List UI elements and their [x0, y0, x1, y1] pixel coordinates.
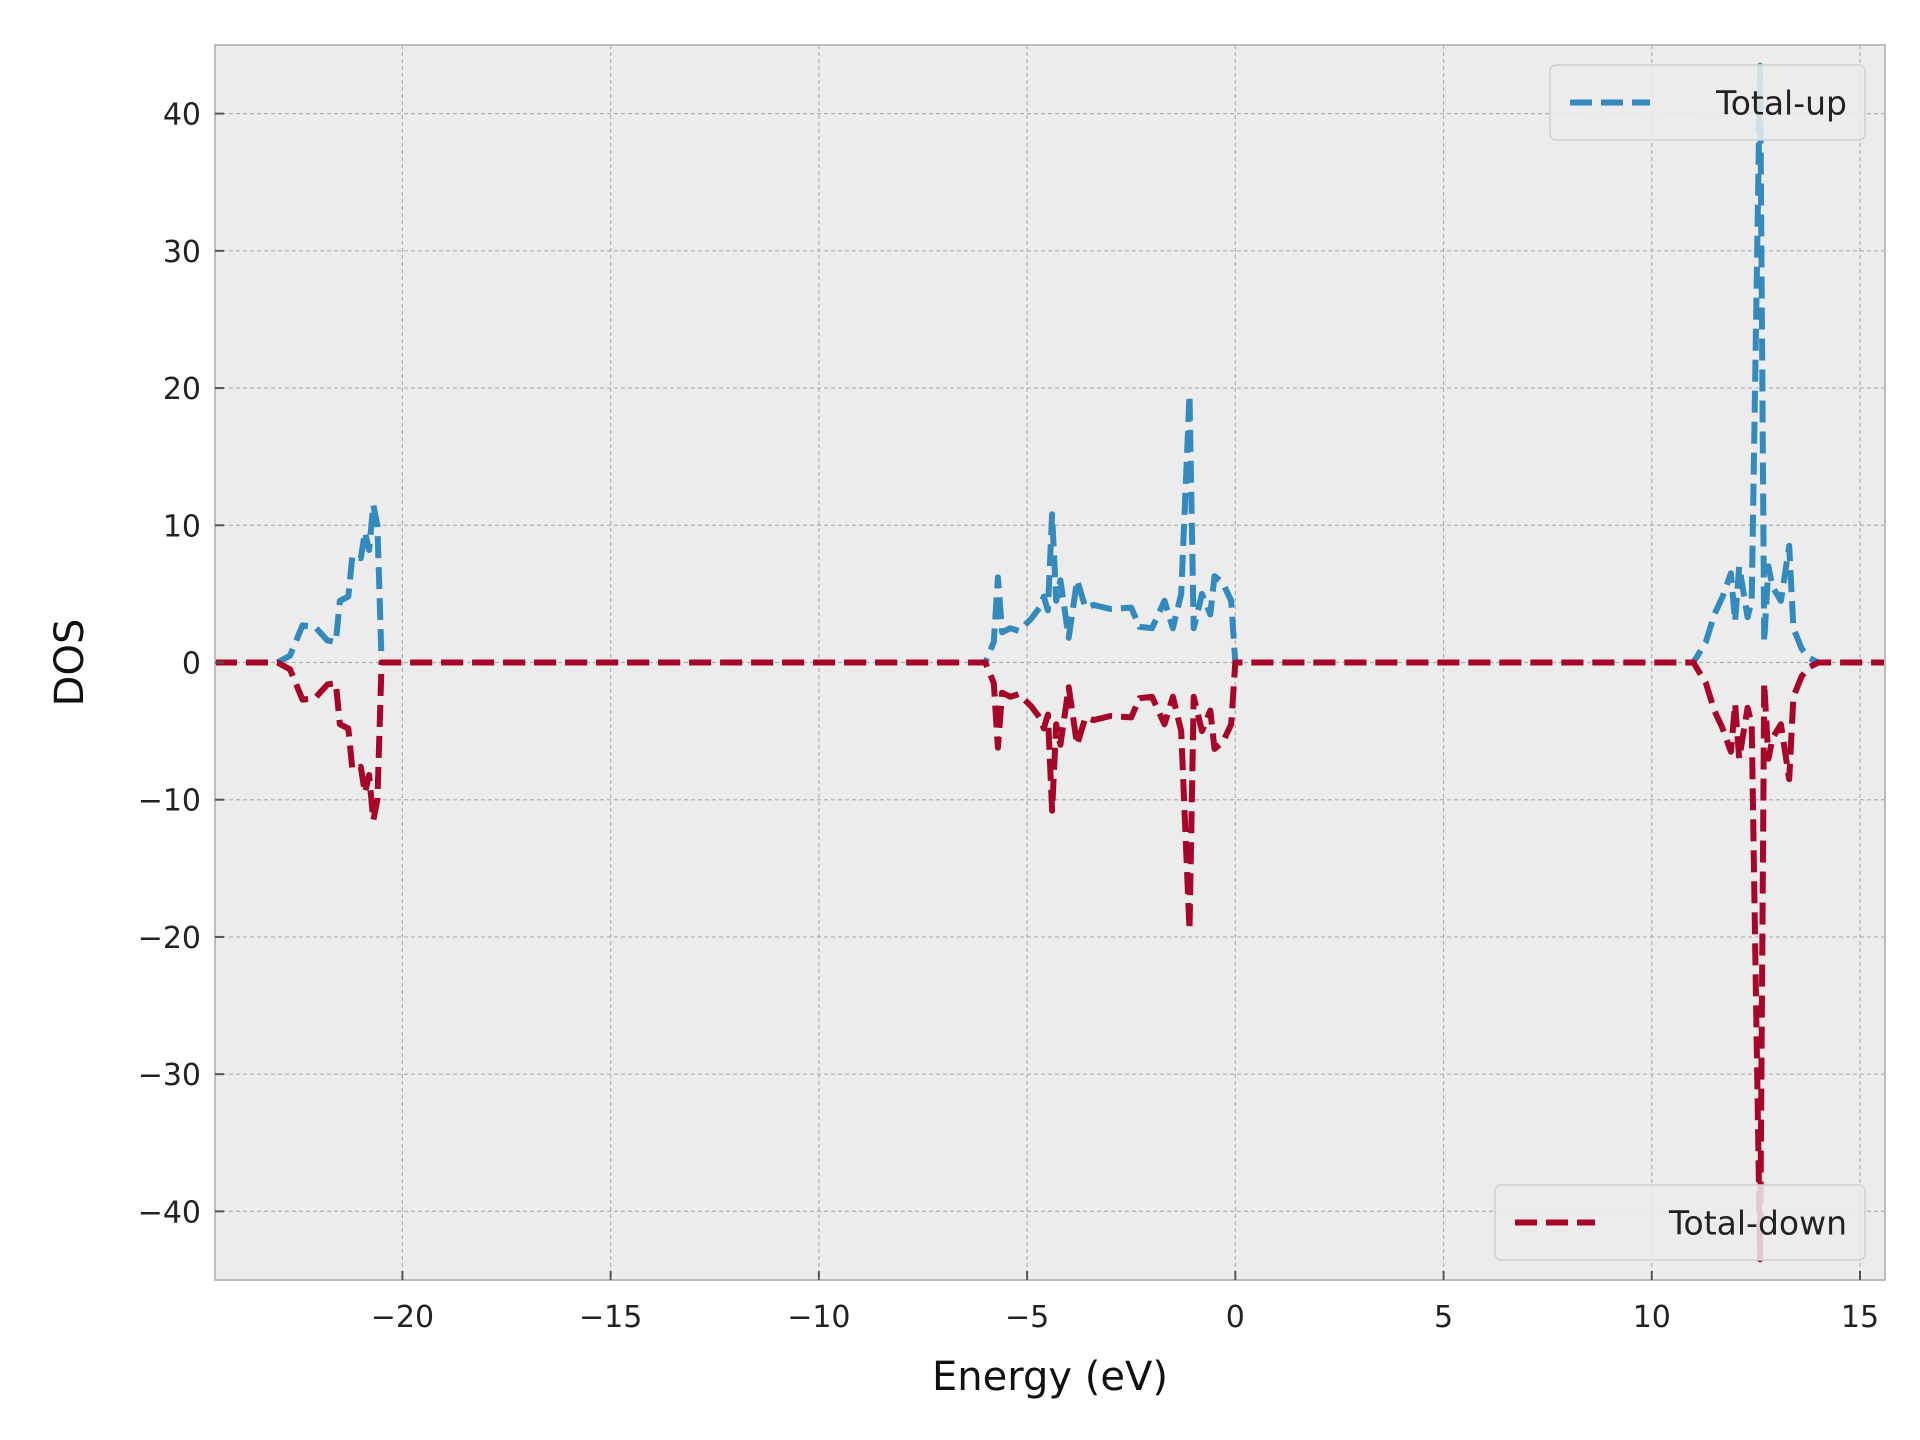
y-tick-label: −40: [138, 1195, 201, 1230]
legend-box-up: [1549, 64, 1866, 141]
legend-box-down: [1494, 1184, 1866, 1261]
x-tick-label: −10: [787, 1300, 850, 1335]
y-tick-label: 10: [163, 509, 201, 544]
x-tick-label: −15: [579, 1300, 642, 1335]
x-tick-label: 15: [1841, 1300, 1879, 1335]
y-tick-label: 30: [163, 235, 201, 270]
y-tick-label: 20: [163, 372, 201, 407]
x-tick-label: 10: [1633, 1300, 1671, 1335]
y-tick-label: 0: [182, 647, 201, 682]
y-tick-label: −30: [138, 1058, 201, 1093]
y-tick-label: −10: [138, 784, 201, 819]
x-axis-label: Energy (eV): [932, 1354, 1168, 1400]
x-tick-label: −20: [371, 1300, 434, 1335]
y-tick-label: −20: [138, 921, 201, 956]
series-layer: [215, 62, 1885, 1263]
series-line-up: [215, 62, 1885, 666]
x-tick-label: 5: [1434, 1300, 1453, 1335]
y-tick-label: 40: [163, 98, 201, 133]
legend-label-down: Total-down: [1668, 1204, 1847, 1243]
legend-label-up: Total-up: [1715, 84, 1847, 123]
series-line-down: [215, 659, 1885, 1263]
legends: Total-up Total-down: [1494, 64, 1866, 1261]
x-tick-label: −5: [1005, 1300, 1049, 1335]
ticks: −20 −15 −10 −5 0 5 10 15 −40 −30 −20 −10 0 10 20 30 40: [138, 98, 1879, 1335]
x-tick-label: 0: [1226, 1300, 1245, 1335]
y-axis-label: DOS: [47, 619, 93, 707]
